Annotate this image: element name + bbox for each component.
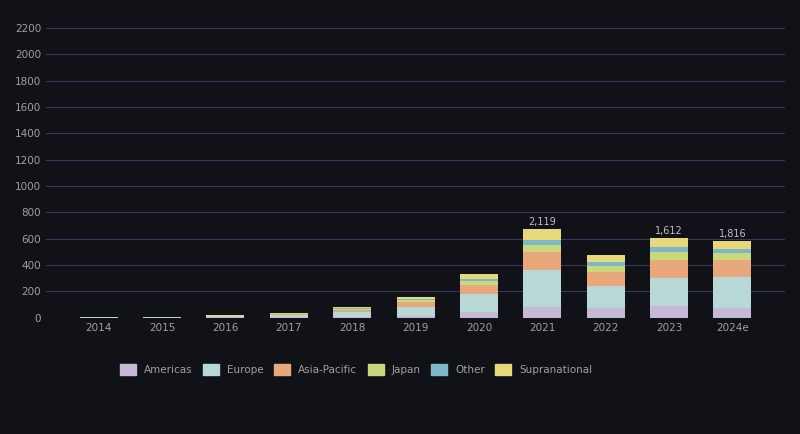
Bar [586, 272, 625, 286]
Bar [523, 270, 562, 307]
Bar [333, 307, 371, 308]
Bar [397, 299, 434, 300]
Bar [460, 279, 498, 281]
Bar [650, 260, 688, 278]
Text: 1,816: 1,816 [718, 229, 746, 239]
Text: 2,119: 2,119 [529, 217, 556, 227]
Bar [397, 306, 434, 316]
Bar [523, 229, 562, 240]
Bar [397, 316, 434, 318]
Bar [333, 310, 371, 312]
Bar [333, 308, 371, 309]
Bar [270, 312, 308, 313]
Bar [714, 309, 751, 318]
Bar [523, 252, 562, 270]
Bar [460, 274, 498, 279]
Bar [650, 306, 688, 318]
Bar [397, 297, 434, 299]
Bar [714, 277, 751, 309]
Bar [586, 309, 625, 318]
Bar [714, 241, 751, 249]
Bar [586, 266, 625, 272]
Bar [714, 249, 751, 253]
Bar [650, 252, 688, 260]
Bar [650, 247, 688, 252]
Bar [714, 253, 751, 260]
Bar [523, 240, 562, 245]
Bar [333, 312, 371, 317]
Bar [523, 245, 562, 252]
Bar [270, 315, 308, 317]
Bar [714, 260, 751, 277]
Bar [333, 309, 371, 310]
Bar [270, 314, 308, 315]
Bar [397, 300, 434, 302]
Bar [586, 286, 625, 309]
Bar [460, 294, 498, 312]
Bar [143, 317, 181, 318]
Bar [523, 307, 562, 318]
Bar [270, 317, 308, 318]
Bar [206, 316, 245, 317]
Text: 1,612: 1,612 [655, 226, 683, 236]
Bar [586, 255, 625, 262]
Bar [460, 285, 498, 294]
Bar [460, 281, 498, 285]
Bar [650, 278, 688, 306]
Bar [460, 312, 498, 318]
Bar [586, 262, 625, 266]
Bar [397, 302, 434, 306]
Bar [650, 238, 688, 247]
Legend: Americas, Europe, Asia-Pacific, Japan, Other, Supranational: Americas, Europe, Asia-Pacific, Japan, O… [115, 359, 598, 381]
Bar [333, 317, 371, 318]
